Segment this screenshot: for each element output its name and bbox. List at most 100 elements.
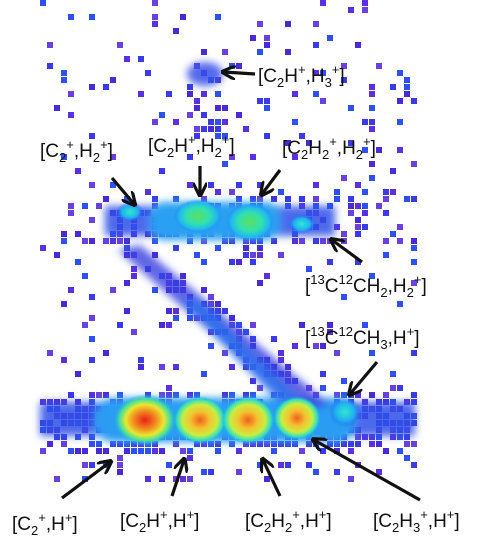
noise-pixel [348,7,354,13]
noise-pixel [215,91,221,97]
noise-pixel [341,231,347,237]
noise-pixel [278,350,284,356]
noise-pixel [362,0,368,6]
noise-pixel [313,91,319,97]
noise-pixel [355,203,361,209]
noise-pixel [306,462,312,468]
noise-pixel [334,196,340,202]
noise-pixel [68,210,74,216]
noise-pixel [117,455,123,461]
noise-pixel [404,84,410,90]
noise-pixel [68,448,74,454]
noise-pixel [369,91,375,97]
noise-pixel [348,105,354,111]
label-part: [C [120,511,139,532]
noise-pixel [257,196,263,202]
noise-pixel [397,70,403,76]
label-part: H [146,511,160,532]
label-part: 3 [325,75,332,90]
noise-pixel [271,336,277,342]
noise-pixel [222,105,228,111]
noise-pixel [68,91,74,97]
noise-pixel [110,77,116,83]
noise-pixel [117,238,123,244]
noise-pixel [96,448,102,454]
noise-pixel [383,189,389,195]
noise-pixel [208,469,214,475]
noise-pixel [152,0,158,6]
noise-pixel [187,455,193,461]
label-part: 3 [380,337,387,352]
label-part: 2 [322,147,329,162]
noise-pixel [89,294,95,300]
label-part: ] [371,138,376,159]
noise-pixel [215,189,221,195]
noise-pixel [229,392,235,398]
noise-pixel [138,357,144,363]
label-part: ,H [168,511,187,532]
label-part: + [420,507,428,522]
label-part: 2 [301,147,308,162]
noise-pixel [229,315,235,321]
noise-pixel [362,203,368,209]
noise-pixel [397,147,403,153]
label-part: 3 [413,520,420,535]
noise-pixel [320,448,326,454]
noise-pixel [75,168,81,174]
noise-pixel [75,448,81,454]
label-part: ] [454,511,459,532]
noise-pixel [264,476,270,482]
noise-pixel [194,252,200,258]
label-part: + [160,507,168,522]
noise-pixel [194,98,200,104]
label-part: ,H [388,276,407,297]
noise-pixel [320,371,326,377]
noise-pixel [187,112,193,118]
noise-pixel [404,91,410,97]
noise-pixel [299,448,305,454]
label-part: ] [421,276,426,297]
noise-pixel [313,469,319,475]
label-part: ] [72,514,77,535]
noise-pixel [145,476,151,482]
noise-pixel [159,322,165,328]
noise-pixel [89,357,95,363]
noise-pixel [278,252,284,258]
noise-pixel [271,448,277,454]
noise-pixel [313,21,319,27]
noise-pixel [222,49,228,55]
noise-pixel [54,105,60,111]
noise-pixel [201,91,207,97]
noise-pixel [110,238,116,244]
label-part: + [38,510,46,525]
label-part: H [308,138,322,159]
noise-pixel [131,329,137,335]
noise-pixel [229,364,235,370]
noise-pixel [320,0,326,6]
noise-pixel [348,210,354,216]
noise-pixel [257,252,263,258]
noise-pixel [264,42,270,48]
noise-pixel [145,70,151,76]
label-part: 2 [93,150,100,165]
noise-pixel [124,448,130,454]
label-part: ,H [428,511,447,532]
noise-pixel [236,112,242,118]
noise-pixel [313,42,319,48]
noise-pixel [250,259,256,265]
noise-pixel [341,238,347,244]
noise-pixel [271,196,277,202]
label: [C2H3+,H+] [373,507,460,535]
noise-pixel [341,175,347,181]
noise-pixel [369,175,375,181]
noise-pixel [236,469,242,475]
noise-pixel [47,42,53,48]
noise-pixel [54,476,60,482]
noise-pixel [68,203,74,209]
noise-pixel [159,448,165,454]
label-part: + [363,134,371,149]
noise-pixel [131,266,137,272]
noise-pixel [411,98,417,104]
noise-pixel [369,119,375,125]
noise-pixel [61,357,67,363]
